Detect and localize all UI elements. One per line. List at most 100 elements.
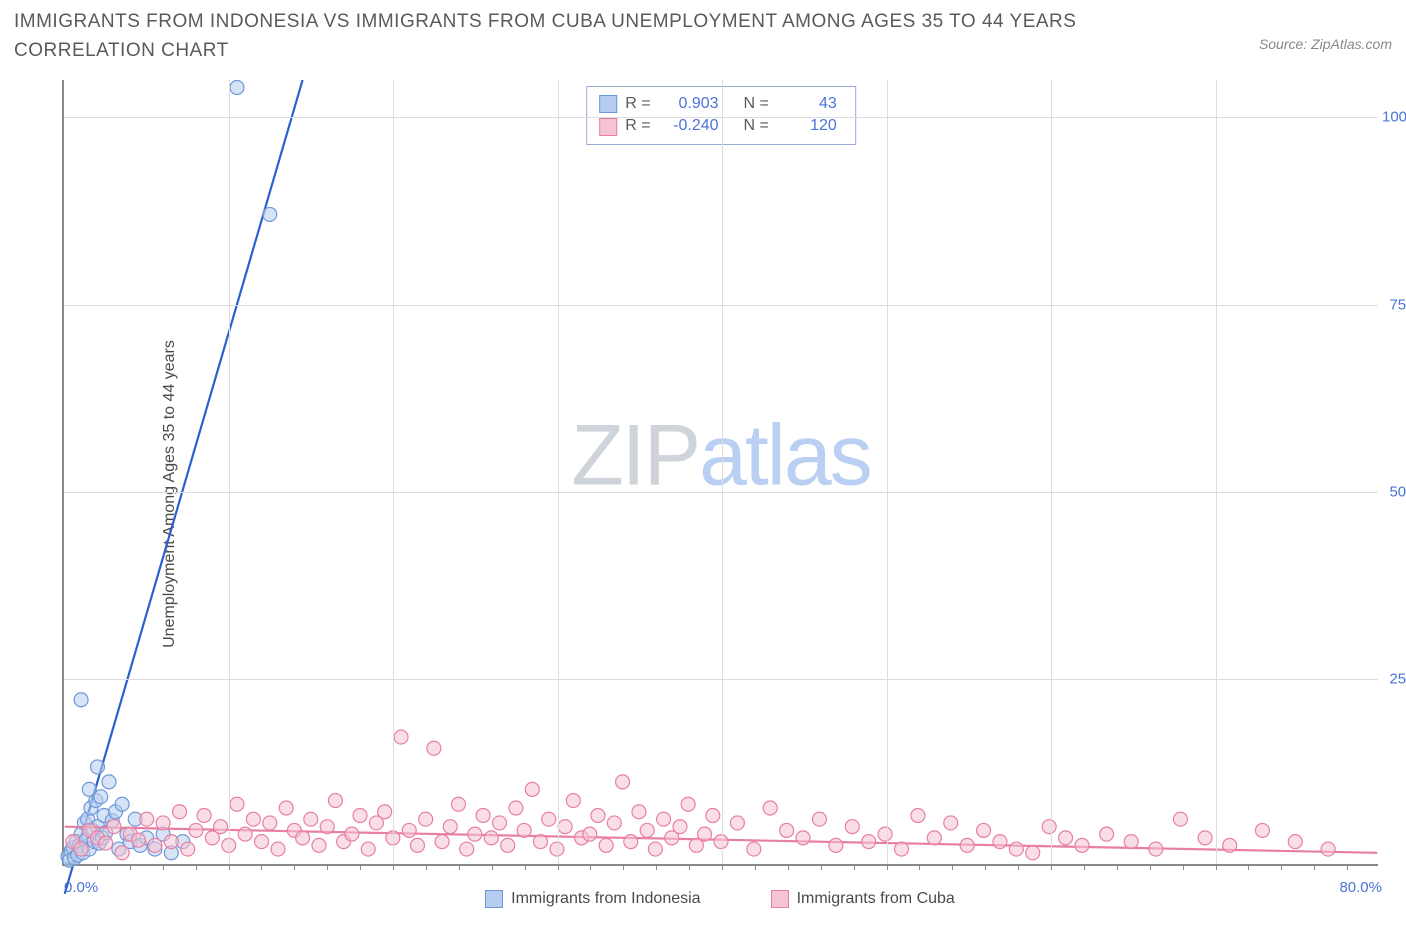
data-point-cuba bbox=[583, 827, 597, 841]
data-point-cuba bbox=[476, 808, 490, 822]
legend-stat-row-cuba: R =-0.240 N =120 bbox=[599, 115, 837, 137]
x-tick-mark bbox=[459, 864, 460, 870]
data-point-cuba bbox=[1059, 831, 1073, 845]
data-point-cuba bbox=[353, 808, 367, 822]
data-point-cuba bbox=[542, 812, 556, 826]
data-point-cuba bbox=[944, 816, 958, 830]
data-point-cuba bbox=[501, 838, 515, 852]
data-point-cuba bbox=[812, 812, 826, 826]
data-point-cuba bbox=[525, 782, 539, 796]
gridline-v bbox=[229, 80, 230, 864]
gridline-h bbox=[64, 117, 1378, 118]
data-point-cuba bbox=[435, 835, 449, 849]
data-point-cuba bbox=[673, 820, 687, 834]
data-point-cuba bbox=[648, 842, 662, 856]
data-point-cuba bbox=[607, 816, 621, 830]
x-tick-mark bbox=[97, 864, 98, 870]
data-point-cuba bbox=[862, 835, 876, 849]
data-point-cuba bbox=[214, 820, 228, 834]
data-point-cuba bbox=[878, 827, 892, 841]
data-point-cuba bbox=[1100, 827, 1114, 841]
data-point-cuba bbox=[1009, 842, 1023, 856]
x-tick-mark bbox=[722, 864, 723, 870]
data-point-cuba bbox=[484, 831, 498, 845]
gridline-h bbox=[64, 679, 1378, 680]
gridline-v bbox=[393, 80, 394, 864]
data-point-cuba bbox=[1255, 823, 1269, 837]
data-point-cuba bbox=[279, 801, 293, 815]
data-point-cuba bbox=[730, 816, 744, 830]
data-point-cuba bbox=[1075, 838, 1089, 852]
x-tick-mark bbox=[755, 864, 756, 870]
gridline-v bbox=[1216, 80, 1217, 864]
gridline-v bbox=[722, 80, 723, 864]
chart-title: IMMIGRANTS FROM INDONESIA VS IMMIGRANTS … bbox=[14, 8, 1114, 65]
x-tick-mark bbox=[130, 864, 131, 870]
x-tick-mark bbox=[558, 864, 559, 870]
data-point-cuba bbox=[296, 831, 310, 845]
data-point-cuba bbox=[427, 741, 441, 755]
data-point-cuba bbox=[263, 816, 277, 830]
y-tick-label: 75.0% bbox=[1382, 296, 1406, 313]
r-value-cuba: -0.240 bbox=[659, 115, 719, 137]
data-point-cuba bbox=[132, 833, 146, 847]
x-tick-mark bbox=[1216, 864, 1217, 870]
x-tick-mark bbox=[196, 864, 197, 870]
data-point-cuba bbox=[763, 801, 777, 815]
data-point-cuba bbox=[238, 827, 252, 841]
data-point-indonesia bbox=[91, 760, 105, 774]
data-point-cuba bbox=[517, 823, 531, 837]
legend-series: Immigrants from IndonesiaImmigrants from… bbox=[62, 890, 1378, 908]
legend-swatch-indonesia bbox=[599, 95, 617, 113]
data-point-cuba bbox=[977, 823, 991, 837]
data-point-cuba bbox=[509, 801, 523, 815]
legend-swatch-cuba bbox=[599, 118, 617, 136]
data-point-cuba bbox=[1149, 842, 1163, 856]
data-point-cuba bbox=[681, 797, 695, 811]
data-point-cuba bbox=[255, 835, 269, 849]
data-point-cuba bbox=[361, 842, 375, 856]
data-point-cuba bbox=[927, 831, 941, 845]
data-point-cuba bbox=[312, 838, 326, 852]
data-point-cuba bbox=[591, 808, 605, 822]
x-tick-mark bbox=[1347, 864, 1348, 870]
legend-item-cuba: Immigrants from Cuba bbox=[771, 890, 955, 908]
data-point-cuba bbox=[271, 842, 285, 856]
x-tick-mark bbox=[525, 864, 526, 870]
x-tick-mark bbox=[887, 864, 888, 870]
x-tick-mark bbox=[919, 864, 920, 870]
gridline-h bbox=[64, 492, 1378, 493]
data-point-cuba bbox=[378, 805, 392, 819]
data-point-cuba bbox=[558, 820, 572, 834]
x-tick-mark bbox=[656, 864, 657, 870]
data-point-cuba bbox=[443, 820, 457, 834]
gridline-v bbox=[1051, 80, 1052, 864]
data-point-indonesia bbox=[263, 207, 277, 221]
data-point-cuba bbox=[624, 835, 638, 849]
legend-swatch-cuba bbox=[771, 890, 789, 908]
data-point-cuba bbox=[419, 812, 433, 826]
data-point-cuba bbox=[1321, 842, 1335, 856]
data-point-cuba bbox=[410, 838, 424, 852]
data-point-cuba bbox=[706, 808, 720, 822]
x-tick-mark bbox=[788, 864, 789, 870]
data-point-cuba bbox=[394, 730, 408, 744]
data-point-cuba bbox=[1223, 838, 1237, 852]
plot-container: Unemployment Among Ages 35 to 44 years Z… bbox=[14, 74, 1392, 914]
data-point-cuba bbox=[960, 838, 974, 852]
x-tick-mark bbox=[1117, 864, 1118, 870]
data-point-cuba bbox=[599, 838, 613, 852]
data-point-cuba bbox=[993, 835, 1007, 849]
data-point-cuba bbox=[895, 842, 909, 856]
data-point-cuba bbox=[156, 816, 170, 830]
r-label: R = bbox=[625, 93, 650, 115]
data-point-cuba bbox=[246, 812, 260, 826]
x-tick-mark bbox=[426, 864, 427, 870]
y-tick-label: 100.0% bbox=[1382, 109, 1406, 126]
data-point-cuba bbox=[747, 842, 761, 856]
x-tick-mark bbox=[854, 864, 855, 870]
x-tick-mark bbox=[492, 864, 493, 870]
x-tick-mark bbox=[1281, 864, 1282, 870]
data-point-cuba bbox=[1026, 846, 1040, 860]
data-point-cuba bbox=[698, 827, 712, 841]
